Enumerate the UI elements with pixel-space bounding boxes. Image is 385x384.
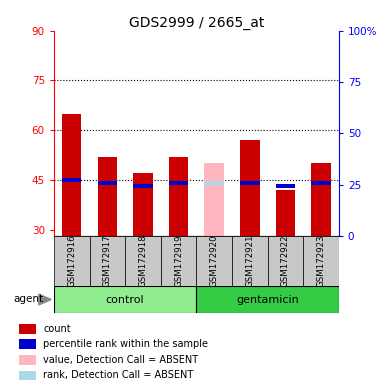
Text: gentamicin: gentamicin: [236, 295, 299, 305]
Bar: [169, 181, 188, 185]
Bar: [19, 371, 36, 381]
Bar: [125, 236, 161, 286]
Text: GSM172922: GSM172922: [281, 235, 290, 288]
Bar: [97, 157, 117, 236]
Bar: [276, 184, 295, 189]
Bar: [311, 181, 331, 185]
Text: control: control: [106, 295, 144, 305]
Bar: [161, 236, 196, 286]
Text: GSM172916: GSM172916: [67, 235, 76, 288]
Text: rank, Detection Call = ABSENT: rank, Detection Call = ABSENT: [43, 371, 194, 381]
Bar: [196, 286, 339, 313]
Title: GDS2999 / 2665_at: GDS2999 / 2665_at: [129, 16, 264, 30]
Text: percentile rank within the sample: percentile rank within the sample: [43, 339, 208, 349]
Bar: [196, 236, 232, 286]
Bar: [62, 178, 82, 182]
Bar: [204, 163, 224, 236]
Bar: [97, 181, 117, 185]
Text: GSM172918: GSM172918: [139, 235, 147, 288]
Text: GSM172921: GSM172921: [245, 235, 254, 288]
Bar: [169, 157, 188, 236]
Bar: [54, 286, 196, 313]
Bar: [276, 190, 295, 236]
Bar: [54, 236, 90, 286]
Bar: [232, 236, 268, 286]
Bar: [62, 114, 82, 236]
Bar: [133, 184, 153, 189]
Bar: [303, 236, 339, 286]
Bar: [90, 236, 125, 286]
Bar: [268, 236, 303, 286]
Bar: [19, 355, 36, 365]
Bar: [311, 163, 331, 236]
Text: agent: agent: [13, 294, 44, 304]
Text: count: count: [43, 324, 71, 334]
Text: value, Detection Call = ABSENT: value, Detection Call = ABSENT: [43, 355, 198, 365]
Polygon shape: [39, 294, 51, 305]
Text: GSM172917: GSM172917: [103, 235, 112, 288]
Text: GSM172919: GSM172919: [174, 235, 183, 287]
Bar: [240, 181, 259, 185]
Bar: [204, 181, 224, 185]
Bar: [133, 173, 153, 236]
Text: GSM172923: GSM172923: [316, 235, 325, 288]
Text: GSM172920: GSM172920: [210, 235, 219, 288]
Bar: [19, 324, 36, 334]
Bar: [240, 140, 259, 236]
Bar: [19, 339, 36, 349]
